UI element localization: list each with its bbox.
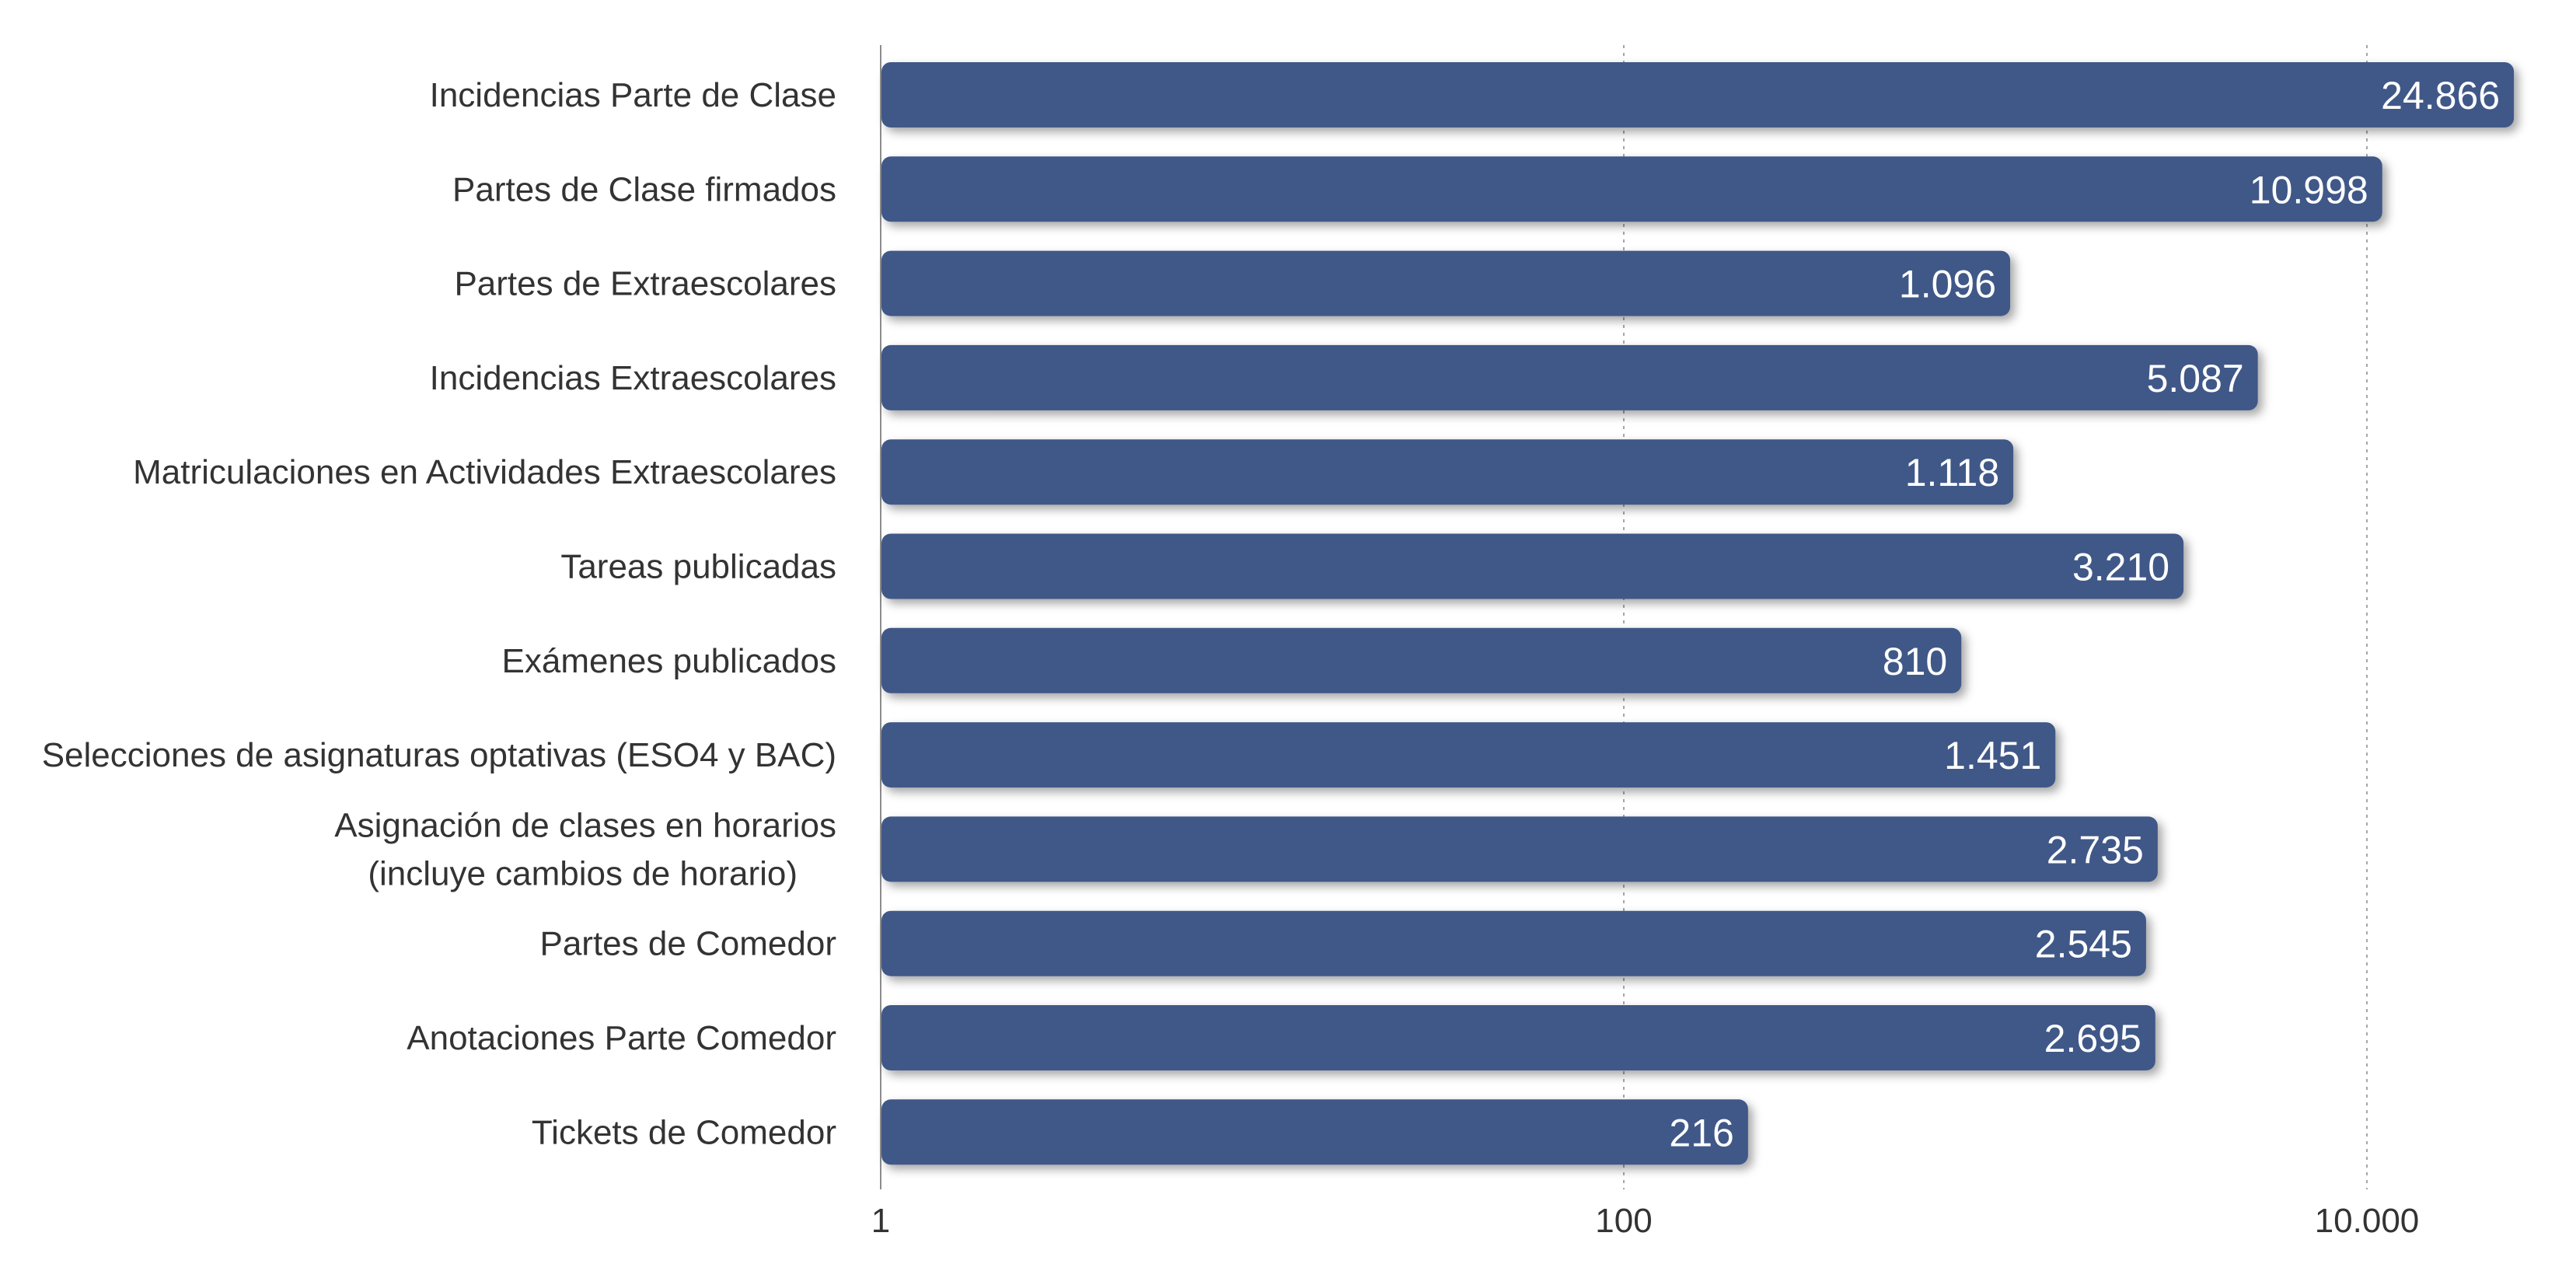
category-label: Partes de Extraescolares [454,265,836,303]
bar [881,1099,1748,1165]
category-label: Asignación de clases en horarios [334,806,836,844]
x-tick-label: 10.000 [2315,1202,2420,1240]
category-label: Tareas publicadas [560,548,836,586]
category-label: Tickets de Comedor [532,1113,836,1151]
data-label: 2.545 [2035,923,2132,966]
grid-layer [880,45,2368,1189]
bar [881,156,2382,222]
bar [881,439,2014,505]
category-label: Incidencias Extraescolares [430,359,836,397]
category-label: Selecciones de asignaturas optativas (ES… [42,736,836,774]
data-label: 1.451 [1944,734,2041,777]
bar-layer [881,62,2515,1165]
data-label: 2.735 [2047,828,2144,871]
category-label: (incluye cambios de horario) [368,854,798,892]
data-label: 216 [1669,1111,1733,1154]
category-label: Matriculaciones en Actividades Extraesco… [133,453,836,491]
data-label: 1.118 [1905,451,1999,494]
x-tick-label: 1 [871,1202,890,1240]
bar [881,910,2146,976]
data-label: 3.210 [2072,546,2169,589]
data-label: 810 [1883,640,1947,683]
bar [881,344,2258,410]
bar [881,816,2158,882]
data-label: 10.998 [2250,168,2368,211]
label-layer: 1 100 10.000 24.866 Incidencias Parte de Cla… [42,74,2500,1240]
bar [881,1005,2155,1070]
category-label: Partes de Comedor [539,925,836,963]
bar [881,722,2056,788]
data-label: 1.096 [1899,263,1996,306]
data-label: 24.866 [2381,74,2500,117]
category-label: Partes de Clase firmados [452,170,836,208]
bar [881,62,2515,127]
data-label: 5.087 [2147,357,2244,400]
x-tick-label: 100 [1595,1202,1652,1240]
category-label: Incidencias Parte de Clase [430,76,836,114]
bar [881,533,2184,599]
category-label: Anotaciones Parte Comedor [407,1019,836,1057]
bar [881,250,2011,316]
category-label: Exámenes publicados [502,642,836,680]
bar [881,627,1962,693]
data-label: 2.695 [2044,1017,2141,1060]
